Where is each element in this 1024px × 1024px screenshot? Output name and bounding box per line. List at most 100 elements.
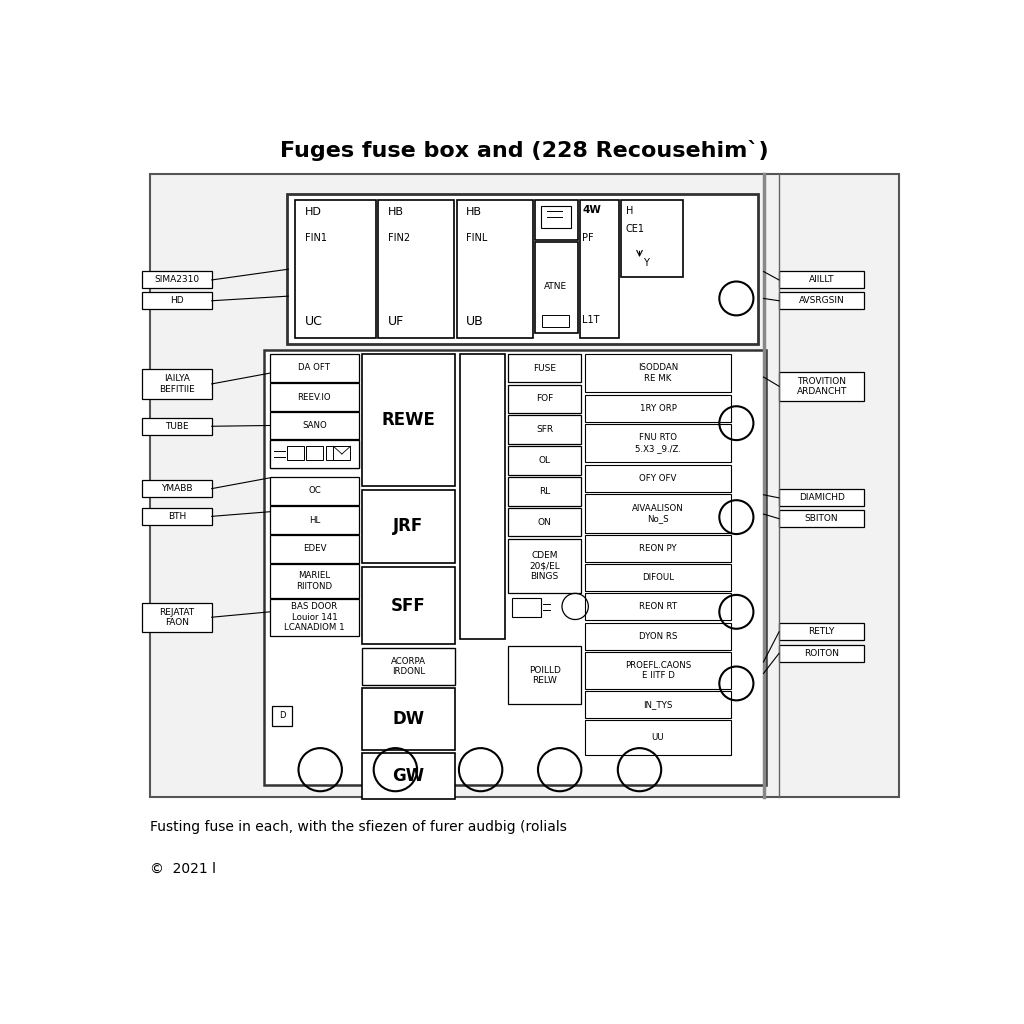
Bar	[508, 354, 582, 382]
Bar	[142, 370, 212, 398]
Text: FNU RTO
5.X3 _9./Z.: FNU RTO 5.X3 _9./Z.	[635, 433, 681, 453]
Text: POILLD
RELW: POILLD RELW	[528, 666, 560, 685]
Bar	[586, 691, 731, 718]
Bar	[362, 490, 455, 563]
Text: H: H	[626, 206, 633, 216]
Bar	[362, 753, 455, 799]
Bar	[508, 385, 582, 413]
Bar	[272, 706, 292, 726]
Text: FIN1: FIN1	[305, 233, 327, 244]
Bar	[270, 440, 359, 468]
Text: IN_TYS: IN_TYS	[643, 700, 673, 709]
Text: REJATAT
FAON: REJATAT FAON	[160, 607, 195, 627]
Text: DIAMICHD: DIAMICHD	[799, 494, 845, 503]
Text: AIILLT: AIILLT	[809, 275, 835, 285]
Bar	[586, 494, 731, 532]
Text: FUSE: FUSE	[534, 364, 556, 373]
Bar	[263, 350, 766, 785]
Text: Fuges fuse box and (228 Recousehim`): Fuges fuse box and (228 Recousehim`)	[281, 140, 769, 161]
Bar	[779, 645, 864, 662]
Text: DIFOUL: DIFOUL	[642, 573, 674, 582]
Bar	[779, 271, 864, 289]
Text: UU: UU	[651, 733, 665, 742]
Text: OC: OC	[308, 486, 321, 496]
Bar	[270, 564, 359, 598]
Text: YMABB: YMABB	[161, 484, 193, 494]
Bar	[586, 354, 731, 392]
Text: SFF: SFF	[391, 597, 426, 614]
Bar	[779, 624, 864, 640]
Bar	[535, 243, 578, 333]
Text: MARIEL
RIITOND: MARIEL RIITOND	[296, 571, 333, 591]
Text: ACORPA
IRDONL: ACORPA IRDONL	[391, 656, 426, 676]
Text: CDEM
20$/EL
BINGS: CDEM 20$/EL BINGS	[529, 551, 560, 581]
Text: AIVAALISON
No_S: AIVAALISON No_S	[632, 504, 684, 523]
Text: UC: UC	[305, 315, 323, 328]
Bar	[306, 446, 324, 460]
Text: FOF: FOF	[536, 394, 553, 403]
Bar	[508, 477, 582, 506]
Text: BAS DOOR
Louior 141
LCANADIOM 1: BAS DOOR Louior 141 LCANADIOM 1	[284, 602, 345, 632]
Bar	[295, 200, 376, 339]
Bar	[270, 354, 359, 382]
Text: REON PY: REON PY	[639, 544, 677, 553]
Text: REWE: REWE	[382, 411, 435, 429]
Text: RETLY: RETLY	[808, 628, 835, 636]
Text: OFY OFV: OFY OFV	[639, 474, 677, 482]
Bar	[362, 688, 455, 750]
Bar	[541, 206, 570, 227]
Bar	[150, 174, 899, 798]
Text: ON: ON	[538, 517, 552, 526]
Text: JRF: JRF	[393, 517, 424, 536]
Bar	[457, 200, 532, 339]
Text: DYON RS: DYON RS	[639, 632, 677, 641]
Bar	[779, 489, 864, 506]
Text: BTH: BTH	[168, 512, 186, 521]
Text: SANO: SANO	[302, 421, 327, 430]
Bar	[586, 623, 731, 649]
Text: SBITON: SBITON	[805, 514, 839, 523]
Text: CE1: CE1	[626, 224, 644, 234]
Text: UF: UF	[388, 315, 403, 328]
Text: Y: Y	[643, 258, 648, 268]
Bar	[287, 446, 304, 460]
Bar	[142, 480, 212, 497]
Bar	[362, 648, 455, 685]
Bar	[508, 416, 582, 444]
Bar	[142, 508, 212, 525]
Bar	[508, 539, 582, 593]
Text: SFR: SFR	[536, 425, 553, 434]
Text: IAILYA
BEFITIIE: IAILYA BEFITIIE	[159, 374, 195, 393]
Bar	[270, 535, 359, 562]
Bar	[779, 510, 864, 527]
Bar	[586, 535, 731, 562]
Text: HD: HD	[305, 207, 322, 217]
Text: GW: GW	[392, 767, 425, 784]
Text: HB: HB	[466, 207, 482, 217]
Text: TROVITION
ARDANCHT: TROVITION ARDANCHT	[797, 377, 847, 396]
Text: ISODDAN
RE MK: ISODDAN RE MK	[638, 364, 678, 383]
Text: Fusting fuse in each, with the sfiezen of furer audbig (rolials: Fusting fuse in each, with the sfiezen o…	[150, 820, 566, 834]
Bar	[508, 646, 582, 705]
Bar	[542, 315, 569, 327]
Bar	[142, 418, 212, 435]
Bar	[586, 424, 731, 463]
Text: PF: PF	[583, 233, 594, 244]
Bar	[142, 292, 212, 309]
Bar	[508, 508, 582, 537]
Text: UB: UB	[466, 315, 483, 328]
Bar	[270, 383, 359, 411]
Text: FIN2: FIN2	[388, 233, 410, 244]
Bar	[779, 292, 864, 309]
Bar	[779, 372, 864, 400]
Text: DA OFT: DA OFT	[298, 364, 331, 373]
Text: PROEFL.CAONS
E IITF D: PROEFL.CAONS E IITF D	[625, 660, 691, 680]
Bar	[270, 440, 359, 468]
Text: FINL: FINL	[466, 233, 487, 244]
Bar	[287, 194, 758, 344]
Text: ATNE: ATNE	[544, 282, 567, 291]
Bar	[512, 598, 541, 617]
Text: 1RY ORP: 1RY ORP	[640, 403, 677, 413]
Text: OL: OL	[539, 456, 551, 465]
Bar	[508, 446, 582, 475]
